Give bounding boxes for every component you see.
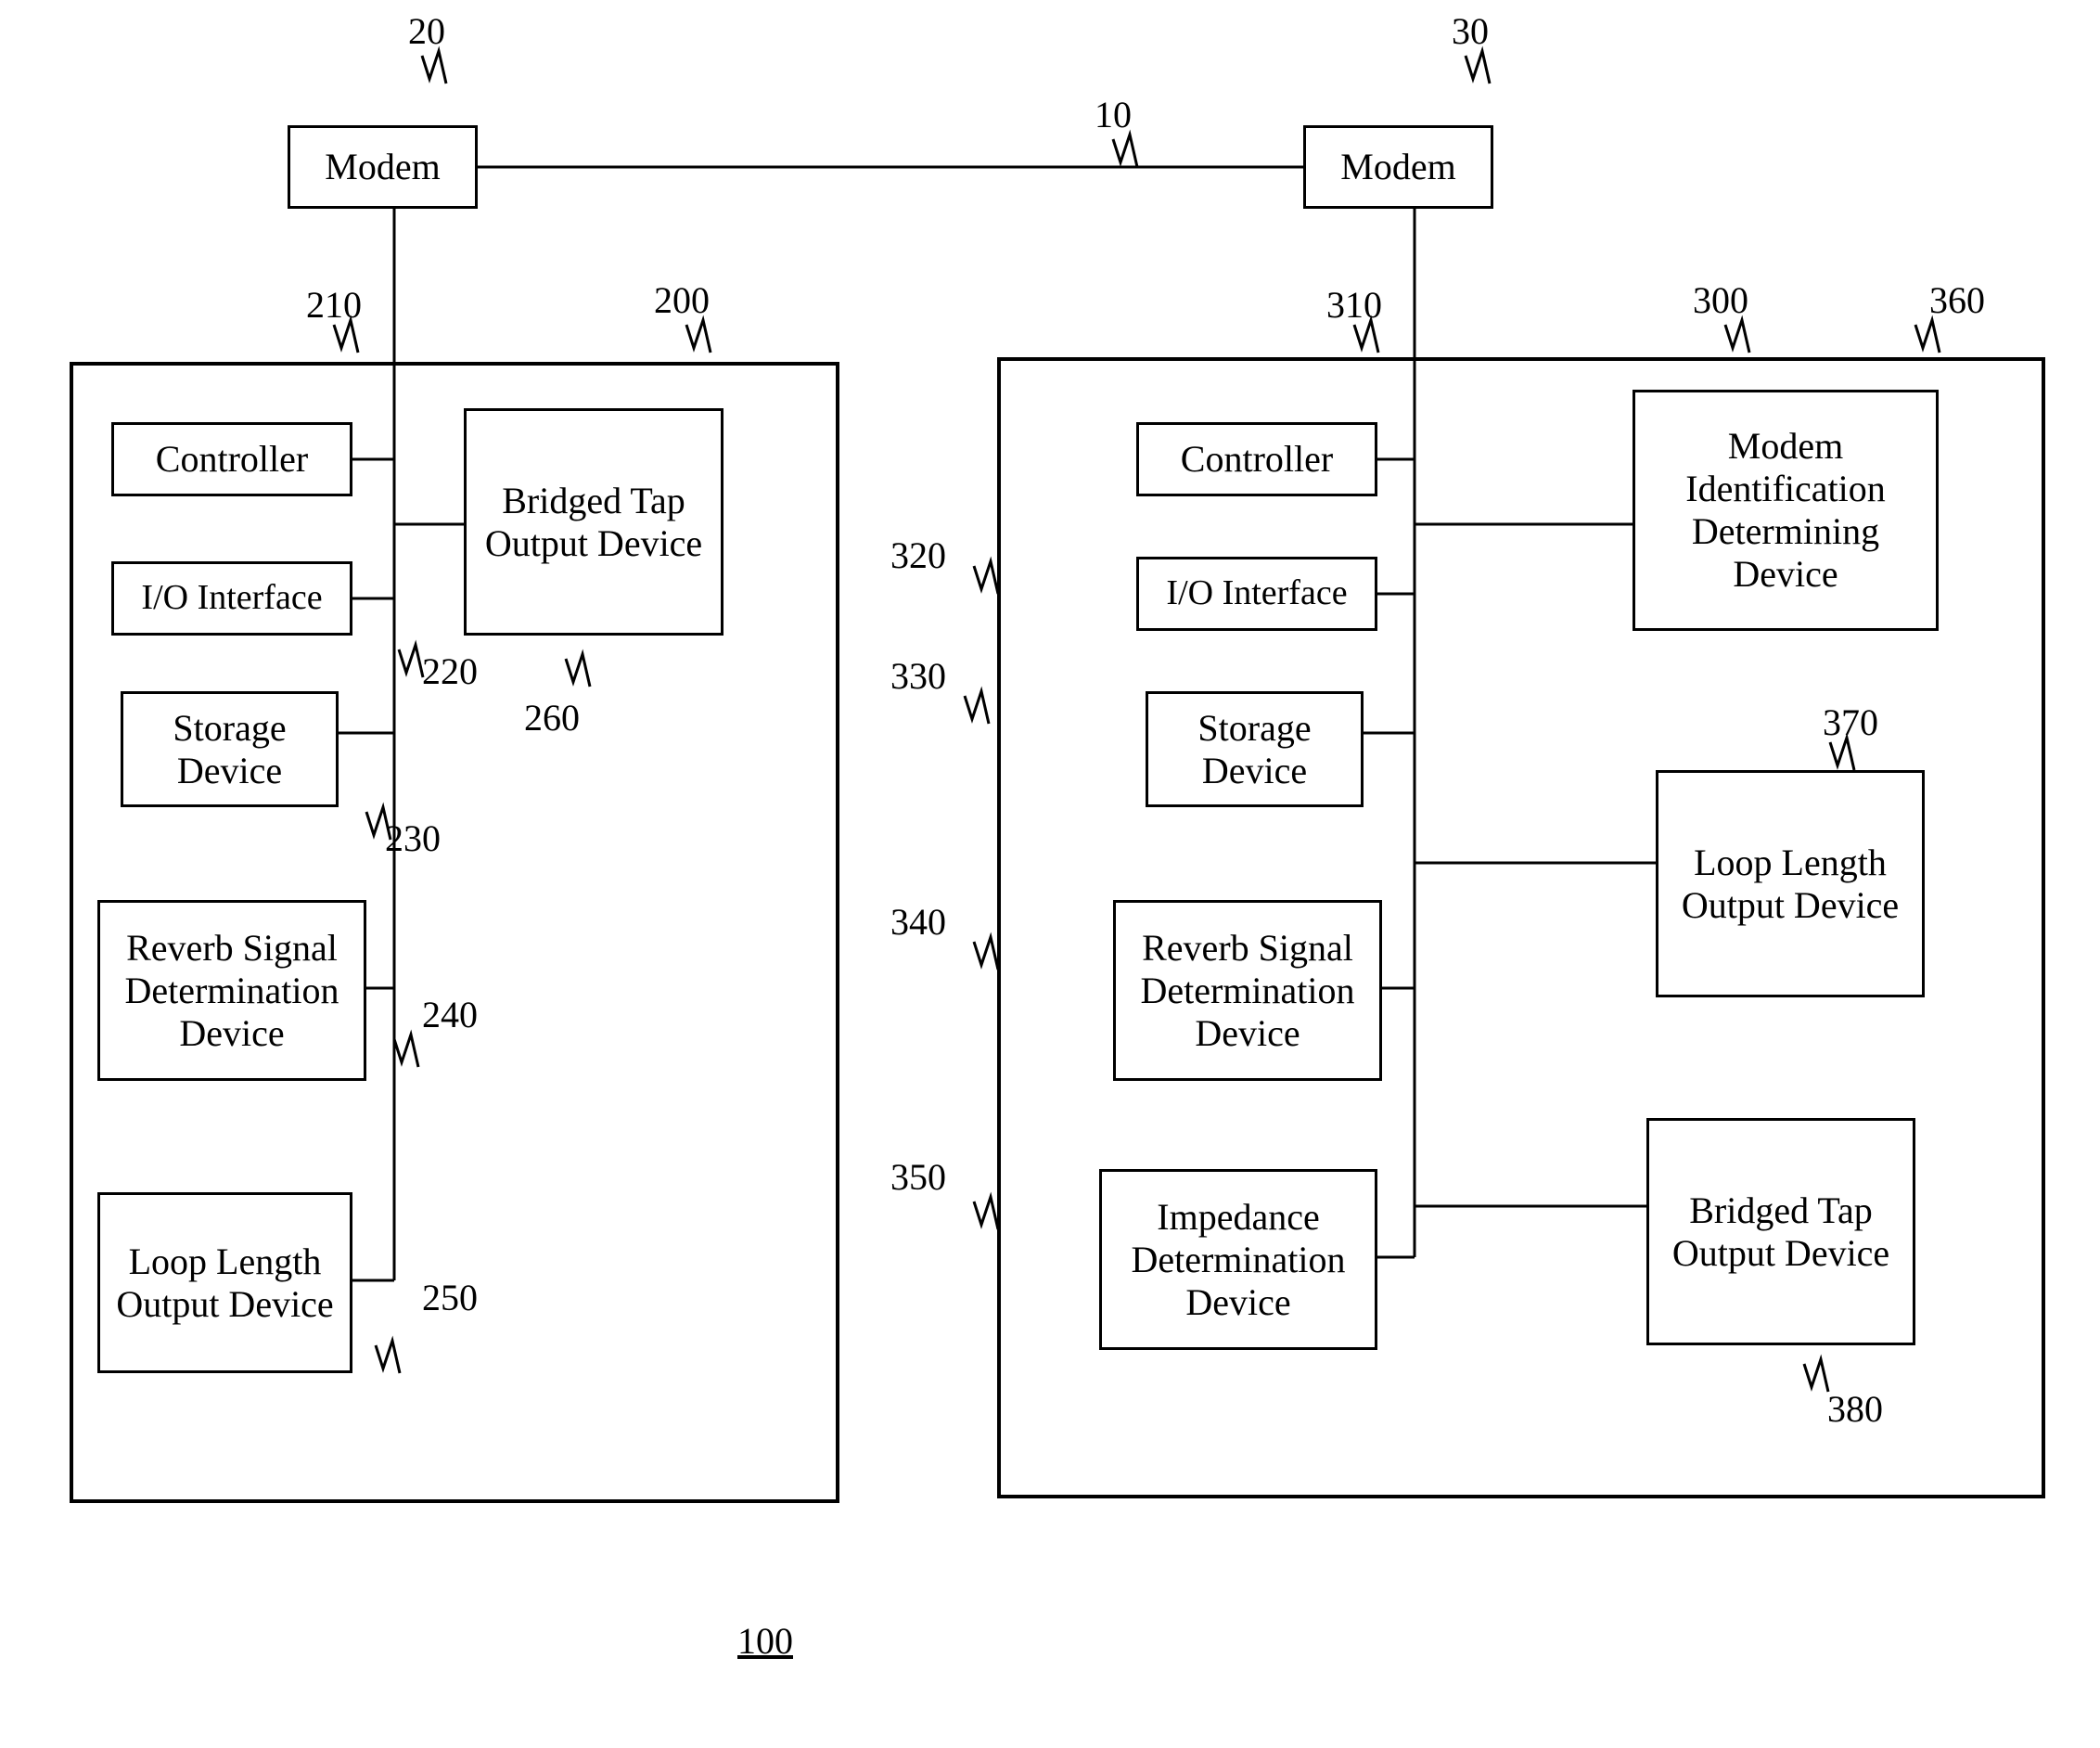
ref-260-label: 260	[524, 696, 580, 739]
right-storage-box: Storage Device	[1146, 691, 1364, 807]
ref-310-label: 310	[1326, 283, 1382, 327]
right-controller-box: Controller	[1136, 422, 1377, 496]
ref-370-label: 370	[1823, 700, 1878, 744]
left-storage-box: Storage Device	[121, 691, 339, 807]
ref-350-label: 350	[890, 1155, 946, 1199]
ref-30-label: 30	[1452, 9, 1489, 53]
ref-220-label: 220	[422, 649, 478, 693]
ref-340-label: 340	[890, 900, 946, 944]
ref-380-label: 380	[1827, 1387, 1883, 1431]
ref-200-label: 200	[654, 278, 710, 322]
right-controller-label: Controller	[1181, 438, 1333, 481]
ref-330-label: 330	[890, 654, 946, 698]
left-loop-box: Loop Length Output Device	[97, 1192, 352, 1373]
ref-10-label: 10	[1095, 93, 1132, 136]
right-reverb-label: Reverb Signal Determination Device	[1123, 927, 1372, 1055]
ref-20-label: 20	[408, 9, 445, 53]
right-loop-label: Loop Length Output Device	[1666, 842, 1914, 927]
right-io-label: I/O Interface	[1166, 573, 1347, 614]
modem-left-label: Modem	[325, 146, 440, 188]
diagram-canvas: Modem Modem Controller I/O Interface Sto…	[0, 0, 2100, 1748]
left-reverb-label: Reverb Signal Determination Device	[108, 927, 356, 1055]
ref-100-label: 100	[737, 1619, 793, 1663]
right-storage-label: Storage Device	[1156, 707, 1353, 792]
right-impedance-box: Impedance Determination Device	[1099, 1169, 1377, 1350]
ref-240-label: 240	[422, 993, 478, 1036]
right-modem-id-box: Modem Identification Determining Device	[1633, 390, 1939, 631]
right-loop-box: Loop Length Output Device	[1656, 770, 1925, 997]
modem-right-box: Modem	[1303, 125, 1493, 209]
right-io-box: I/O Interface	[1136, 557, 1377, 631]
modem-right-label: Modem	[1340, 146, 1455, 188]
left-bridged-label: Bridged Tap Output Device	[474, 480, 713, 565]
right-bridged-label: Bridged Tap Output Device	[1657, 1189, 1905, 1275]
right-impedance-label: Impedance Determination Device	[1109, 1196, 1367, 1324]
left-reverb-box: Reverb Signal Determination Device	[97, 900, 366, 1081]
right-reverb-box: Reverb Signal Determination Device	[1113, 900, 1382, 1081]
ref-300-label: 300	[1693, 278, 1748, 322]
ref-320-label: 320	[890, 533, 946, 577]
ref-360-label: 360	[1929, 278, 1985, 322]
right-bridged-box: Bridged Tap Output Device	[1646, 1118, 1915, 1345]
left-controller-box: Controller	[111, 422, 352, 496]
ref-210-label: 210	[306, 283, 362, 327]
left-io-box: I/O Interface	[111, 561, 352, 636]
modem-left-box: Modem	[288, 125, 478, 209]
right-modem-id-label: Modem Identification Determining Device	[1643, 425, 1928, 596]
ref-230-label: 230	[385, 816, 441, 860]
ref-250-label: 250	[422, 1276, 478, 1319]
left-loop-label: Loop Length Output Device	[108, 1240, 342, 1326]
left-io-label: I/O Interface	[141, 578, 322, 619]
left-bridged-box: Bridged Tap Output Device	[464, 408, 723, 636]
left-storage-label: Storage Device	[131, 707, 328, 792]
left-controller-label: Controller	[156, 438, 308, 481]
